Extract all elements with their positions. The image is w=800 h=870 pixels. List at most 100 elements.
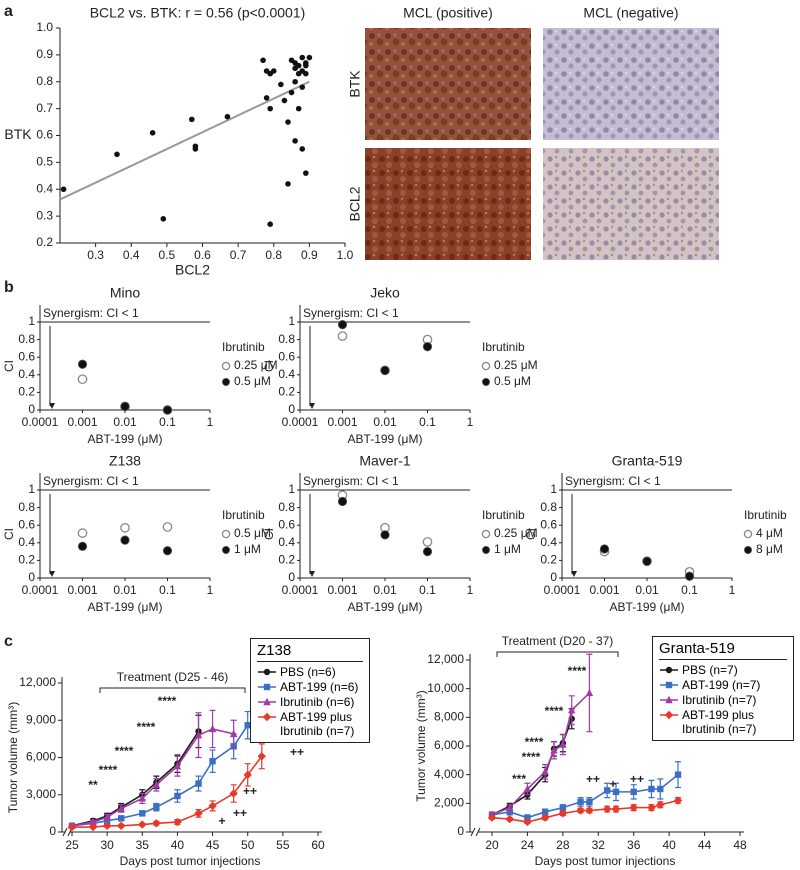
ihc-image — [543, 28, 719, 140]
y-tick-label: 12,000 — [19, 675, 56, 689]
data-point — [60, 186, 67, 193]
x-tick-label: 45 — [206, 838, 220, 852]
legend: Granta-519 PBS (n=7) ABT-199 (n=7) Ibrutini… — [652, 636, 794, 741]
legend-label: 0.25 μM — [494, 358, 538, 372]
threshold-annotation: Synergism: CI < 1 — [43, 306, 139, 320]
y-axis-label: CI — [524, 528, 538, 540]
marker — [523, 817, 532, 827]
y-tick-label: 0.8 — [18, 332, 35, 346]
x-axis-label: BCL2 — [175, 262, 210, 278]
data-point — [292, 78, 298, 85]
y-tick-label: 0.2 — [278, 553, 295, 567]
marker — [102, 821, 112, 830]
marker — [194, 809, 203, 818]
legend-symbol — [258, 668, 276, 676]
x-tick-label: 0.01 — [113, 415, 137, 429]
legend-title: Ibrutinib — [222, 508, 265, 522]
y-tick-label: 0 — [288, 402, 295, 416]
data-point — [114, 151, 120, 158]
significance-annotation: *** — [512, 772, 526, 786]
legend-entry: PBS (n=6) — [257, 665, 363, 679]
x-tick-label: 50 — [241, 838, 255, 852]
y-tick-label: 0 — [49, 824, 56, 838]
y-tick-label: 0.2 — [36, 235, 53, 249]
y-tick-label: 1 — [28, 482, 35, 496]
marker — [506, 803, 514, 811]
x-tick-label: 60 — [311, 838, 325, 852]
significance-annotation: **** — [545, 704, 564, 718]
marker — [195, 780, 202, 787]
x-tick-label: 35 — [136, 838, 150, 852]
ihc-image — [365, 28, 531, 140]
ihc-image — [543, 148, 719, 260]
data-point — [299, 54, 306, 61]
y-tick-label: 1 — [288, 314, 295, 328]
legend-title: Ibrutinib — [744, 508, 787, 522]
series-line — [71, 728, 234, 827]
marker — [229, 729, 238, 738]
y-tick-label: 0.9 — [36, 47, 53, 61]
legend-marker — [744, 546, 753, 555]
x-tick-label: 1 — [207, 583, 214, 597]
data-point — [380, 530, 390, 540]
significance-annotation: ++ — [243, 784, 257, 798]
marker — [577, 798, 584, 806]
y-tick-label: 0.6 — [278, 517, 295, 531]
x-tick-label: 36 — [627, 838, 641, 852]
legend-label: 0.25 μM — [234, 358, 278, 372]
marker — [585, 688, 594, 697]
marker — [262, 712, 272, 722]
legend-marker — [743, 529, 753, 539]
significance-annotation: **** — [522, 750, 541, 764]
axis-break — [62, 827, 68, 837]
x-tick-label: 0.1 — [681, 583, 698, 597]
y-axis-label: CI — [262, 528, 276, 540]
marker — [657, 785, 664, 793]
legend-label: 4 μM — [756, 526, 783, 540]
data-point — [267, 105, 273, 112]
legend-entry: ABT-199 plus Ibrutinib (n=7) — [659, 708, 787, 736]
axis-break-gap — [65, 829, 70, 835]
data-point — [263, 95, 270, 101]
x-tick-label: 0.5 — [159, 248, 176, 262]
marker — [541, 808, 549, 816]
image-row-label: BCL2 — [347, 186, 363, 221]
legend-label: 8 μM — [756, 542, 783, 556]
y-tick-label: 0.4 — [540, 535, 557, 549]
ihc-image — [365, 148, 531, 260]
data-point — [303, 170, 309, 176]
y-tick-label: 0.4 — [18, 367, 35, 381]
x-axis-label: ABT-199 (μM) — [610, 600, 685, 614]
legend-entry: ABT-199 (n=7) — [659, 678, 787, 692]
legend-entry: ABT-199 (n=6) — [257, 680, 363, 694]
x-tick-label: 0.01 — [113, 583, 137, 597]
panel-label: c — [4, 633, 13, 650]
data-point — [337, 320, 348, 330]
legend-marker — [221, 377, 230, 386]
y-tick-label: 1 — [28, 314, 35, 328]
x-tick-label: 0.6 — [194, 248, 211, 262]
panel-label: b — [4, 279, 14, 296]
legend-marker — [481, 546, 490, 555]
y-tick-label: 0.4 — [18, 535, 35, 549]
significance-annotation: ++ — [290, 745, 304, 759]
x-tick-label: 48 — [733, 838, 747, 852]
x-tick-label: 24 — [521, 838, 535, 852]
y-tick-label: 0.6 — [540, 517, 557, 531]
data-point — [224, 113, 231, 120]
x-tick-label: 40 — [171, 838, 185, 852]
data-point — [192, 146, 199, 152]
y-tick-label: 0 — [288, 570, 295, 584]
significance-annotation: **** — [568, 664, 587, 678]
marker — [208, 724, 217, 733]
image-column-title: MCL (positive) — [403, 5, 493, 21]
marker — [611, 804, 621, 814]
chart-title: Mino — [110, 285, 141, 301]
marker — [263, 683, 271, 691]
x-tick-label: 0.9 — [301, 248, 318, 262]
data-point — [120, 535, 130, 545]
legend-entry: Ibrutinib (n=6) — [257, 695, 363, 709]
x-tick-label: 0.01 — [373, 583, 397, 597]
marker — [586, 798, 593, 806]
